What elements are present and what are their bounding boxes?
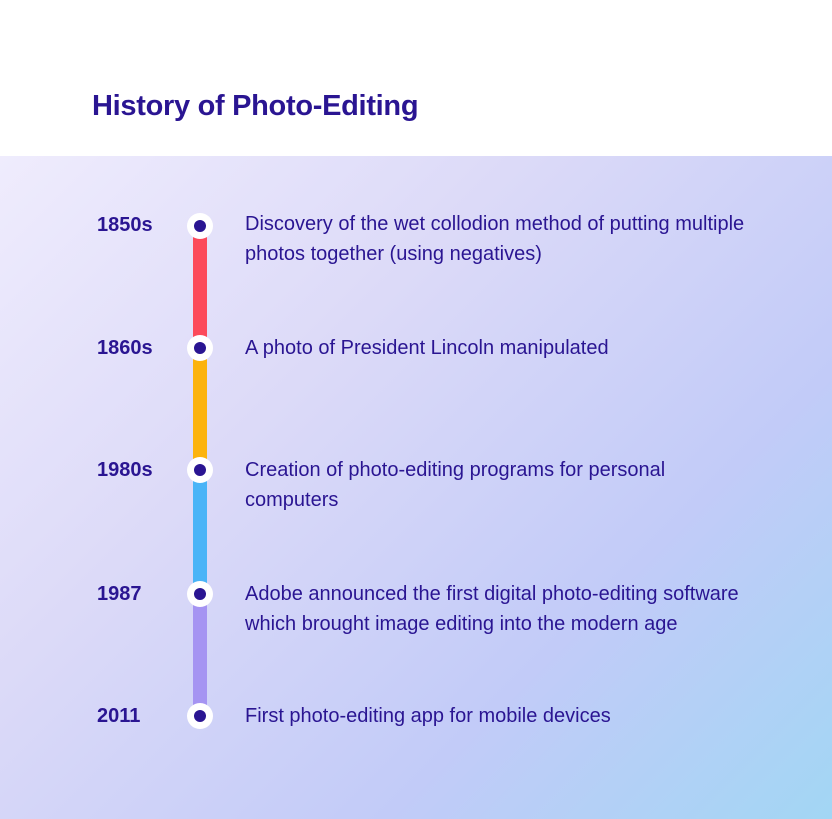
timeline-description: A photo of President Lincoln manipulated — [245, 337, 609, 359]
timeline-dot — [187, 703, 213, 729]
timeline-year: 1987 — [97, 583, 142, 605]
timeline-segment-1987-2011 — [193, 594, 207, 716]
timeline-dot — [187, 213, 213, 239]
timeline-segment-1850s-1860s — [193, 226, 207, 348]
timeline-panel — [0, 156, 832, 819]
timeline-description: Adobe announced the first digital photo-… — [245, 583, 739, 635]
timeline-dot — [187, 581, 213, 607]
timeline-year: 1980s — [97, 459, 153, 481]
timeline-dot — [187, 335, 213, 361]
timeline-segment-1980s-1987 — [193, 470, 207, 594]
timeline-year: 1860s — [97, 337, 153, 359]
timeline-year: 2011 — [97, 705, 141, 727]
timeline-year: 1850s — [97, 214, 153, 236]
timeline-dot — [187, 457, 213, 483]
timeline-description: First photo-editing app for mobile devic… — [245, 705, 611, 727]
timeline-description: Creation of photo-editing programs for p… — [245, 459, 666, 511]
page-title: History of Photo-Editing — [92, 90, 419, 122]
timeline-segment-1860s-1980s — [193, 348, 207, 470]
header: History of Photo-Editing — [0, 0, 832, 156]
timeline-description: Discovery of the wet collodion method of… — [245, 213, 745, 265]
